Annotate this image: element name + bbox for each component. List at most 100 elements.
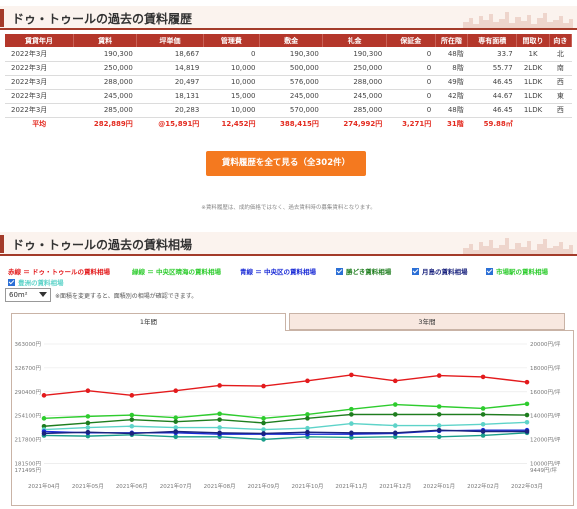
data-point [392, 423, 398, 428]
table-cell: 42階 [435, 89, 468, 104]
table-cell: 46.45 [467, 103, 517, 118]
column-header: 坪単価 [136, 34, 204, 47]
chevron-down-icon [39, 292, 47, 297]
data-point [261, 431, 266, 436]
table-header-row: 賃貸年月 賃料 坪単価 管理費 敷金 礼金 保証金 所在階 専有面積 間取り 向き [5, 34, 573, 47]
tab-1-year[interactable]: 1年間 [11, 313, 286, 331]
table-cell: 8階 [435, 61, 468, 76]
average-cell: 59.88㎡ [483, 120, 513, 129]
table-cell: 2022年3月 [5, 75, 74, 90]
table-row: 2022年3月 245,000 18,131 15,000 245,000 245,000… [5, 89, 572, 104]
rent-history-table: 賃貸年月 賃料 坪単価 管理費 敷金 礼金 保証金 所在階 専有面積 間取り 向き 2022年3月 1… [5, 34, 573, 131]
x-tick-label: 2022年03月 [511, 482, 543, 490]
y-tick-label-left: 217800円 [15, 437, 42, 444]
area-note: ※面積を変更すると、面積別の相場が確認できます。 [55, 293, 198, 300]
column-header: 敷金 [259, 34, 324, 47]
data-point [217, 425, 222, 430]
average-cell [549, 117, 571, 131]
table-cell: 245,000 [73, 89, 137, 104]
checkbox-kachidoki[interactable]: 勝どき賃料相場 [336, 266, 391, 276]
table-cell: 1LDK [516, 89, 550, 104]
table-cell: 48階 [435, 47, 468, 62]
data-point [524, 419, 530, 425]
table-cell: 46.45 [467, 75, 517, 90]
data-point [261, 420, 266, 426]
data-point [41, 393, 47, 398]
data-point [305, 416, 310, 421]
checkbox-toyosu[interactable]: 豊洲の賃料相場 [8, 277, 64, 287]
data-point [173, 429, 179, 434]
data-point [524, 401, 530, 407]
table-cell: 東 [549, 89, 572, 104]
table-cell: 44.67 [467, 89, 517, 104]
data-point [436, 373, 442, 378]
table-row: 2022年3月 190,300 18,667 0 190,300 190,300 0 48階 3… [5, 47, 572, 62]
table-cell: 0 [386, 103, 436, 118]
title-accent [0, 235, 4, 253]
skyline-icon [463, 12, 573, 28]
x-tick-label: 2021年11月 [335, 482, 367, 490]
tab-3-years[interactable]: 3年間 [289, 313, 565, 330]
data-point [217, 430, 222, 436]
table-cell: 0 [386, 75, 436, 90]
table-cell: 1LDK [516, 75, 550, 90]
column-header: 保証金 [386, 34, 436, 47]
rent-history-header: ドゥ・トゥールの過去の賃料履歴 [0, 6, 577, 30]
y-tick-label-right: 9449円/坪 [530, 466, 557, 474]
chart-panel [11, 330, 574, 506]
average-row: 平均 282,889円 @15,891円 12,452円 388,415円 274,992… [5, 117, 572, 131]
rent-market-header: ドゥ・トゥールの過去の賃料相場 [0, 232, 577, 256]
data-point [524, 379, 530, 385]
column-header: 賃料 [73, 34, 138, 47]
data-point [392, 430, 398, 436]
view-all-history-button[interactable]: 賃料履歴を全て見る（全302件） [206, 151, 366, 176]
column-header: 礼金 [322, 34, 387, 47]
table-cell: 18,667 [136, 47, 204, 62]
data-point [305, 378, 310, 384]
checkbox-icon [336, 268, 343, 275]
data-point [217, 383, 222, 388]
table-cell: 2LDK [516, 61, 550, 76]
x-tick-label: 2022年01月 [423, 482, 455, 490]
checkbox-icon [8, 279, 15, 286]
y-tick-label-right: 14000円/坪 [530, 412, 561, 420]
series-line [43, 413, 528, 427]
data-point [305, 425, 310, 431]
average-cell: 388,415円 [279, 120, 319, 129]
data-point [41, 416, 47, 421]
area-select[interactable]: 60m² [5, 288, 51, 302]
data-point [129, 423, 135, 429]
history-note: ※賃料履歴は、成約価格ではなく、過去賃料時の募集賃料となります。 [201, 205, 376, 211]
data-point [349, 430, 354, 436]
table-row: 2022年3月 285,000 20,283 10,000 570,000 285,000… [5, 103, 572, 118]
average-cell [517, 117, 550, 131]
y-tick-label-left: 171495円 [15, 467, 42, 474]
y-tick-label-left: 290400円 [15, 389, 42, 396]
checkbox-tsukishima[interactable]: 月島の賃料相場 [412, 266, 468, 276]
y-tick-label-right: 18000円/坪 [530, 364, 561, 372]
x-tick-label: 2021年10月 [291, 482, 323, 490]
data-point [129, 393, 135, 398]
data-point [436, 412, 442, 417]
legend-red: 赤線 ＝ ドゥ・トゥールの賃料相場 [8, 268, 111, 276]
data-point [85, 414, 91, 419]
data-point [129, 417, 135, 422]
data-point [392, 402, 398, 407]
table-cell: 250,000 [322, 61, 387, 76]
y-tick-label-left: 326700円 [15, 365, 42, 372]
table-cell: 500,000 [259, 61, 323, 76]
table-cell: 250,000 [73, 61, 137, 76]
table-cell: 0 [386, 47, 436, 62]
data-point [217, 411, 222, 417]
data-point [261, 416, 266, 421]
data-point [349, 435, 354, 440]
average-cell: 31階 [447, 120, 464, 129]
y-tick-label-right: 10000円/坪 [530, 459, 561, 467]
data-point [392, 412, 398, 417]
table-cell: 北 [549, 47, 572, 62]
table-cell: 1K [516, 47, 550, 62]
checkbox-ichiba[interactable]: 市場駅の賃料相場 [486, 266, 548, 276]
data-point [129, 431, 135, 436]
data-point [129, 412, 135, 418]
column-header: 管理費 [203, 34, 260, 47]
